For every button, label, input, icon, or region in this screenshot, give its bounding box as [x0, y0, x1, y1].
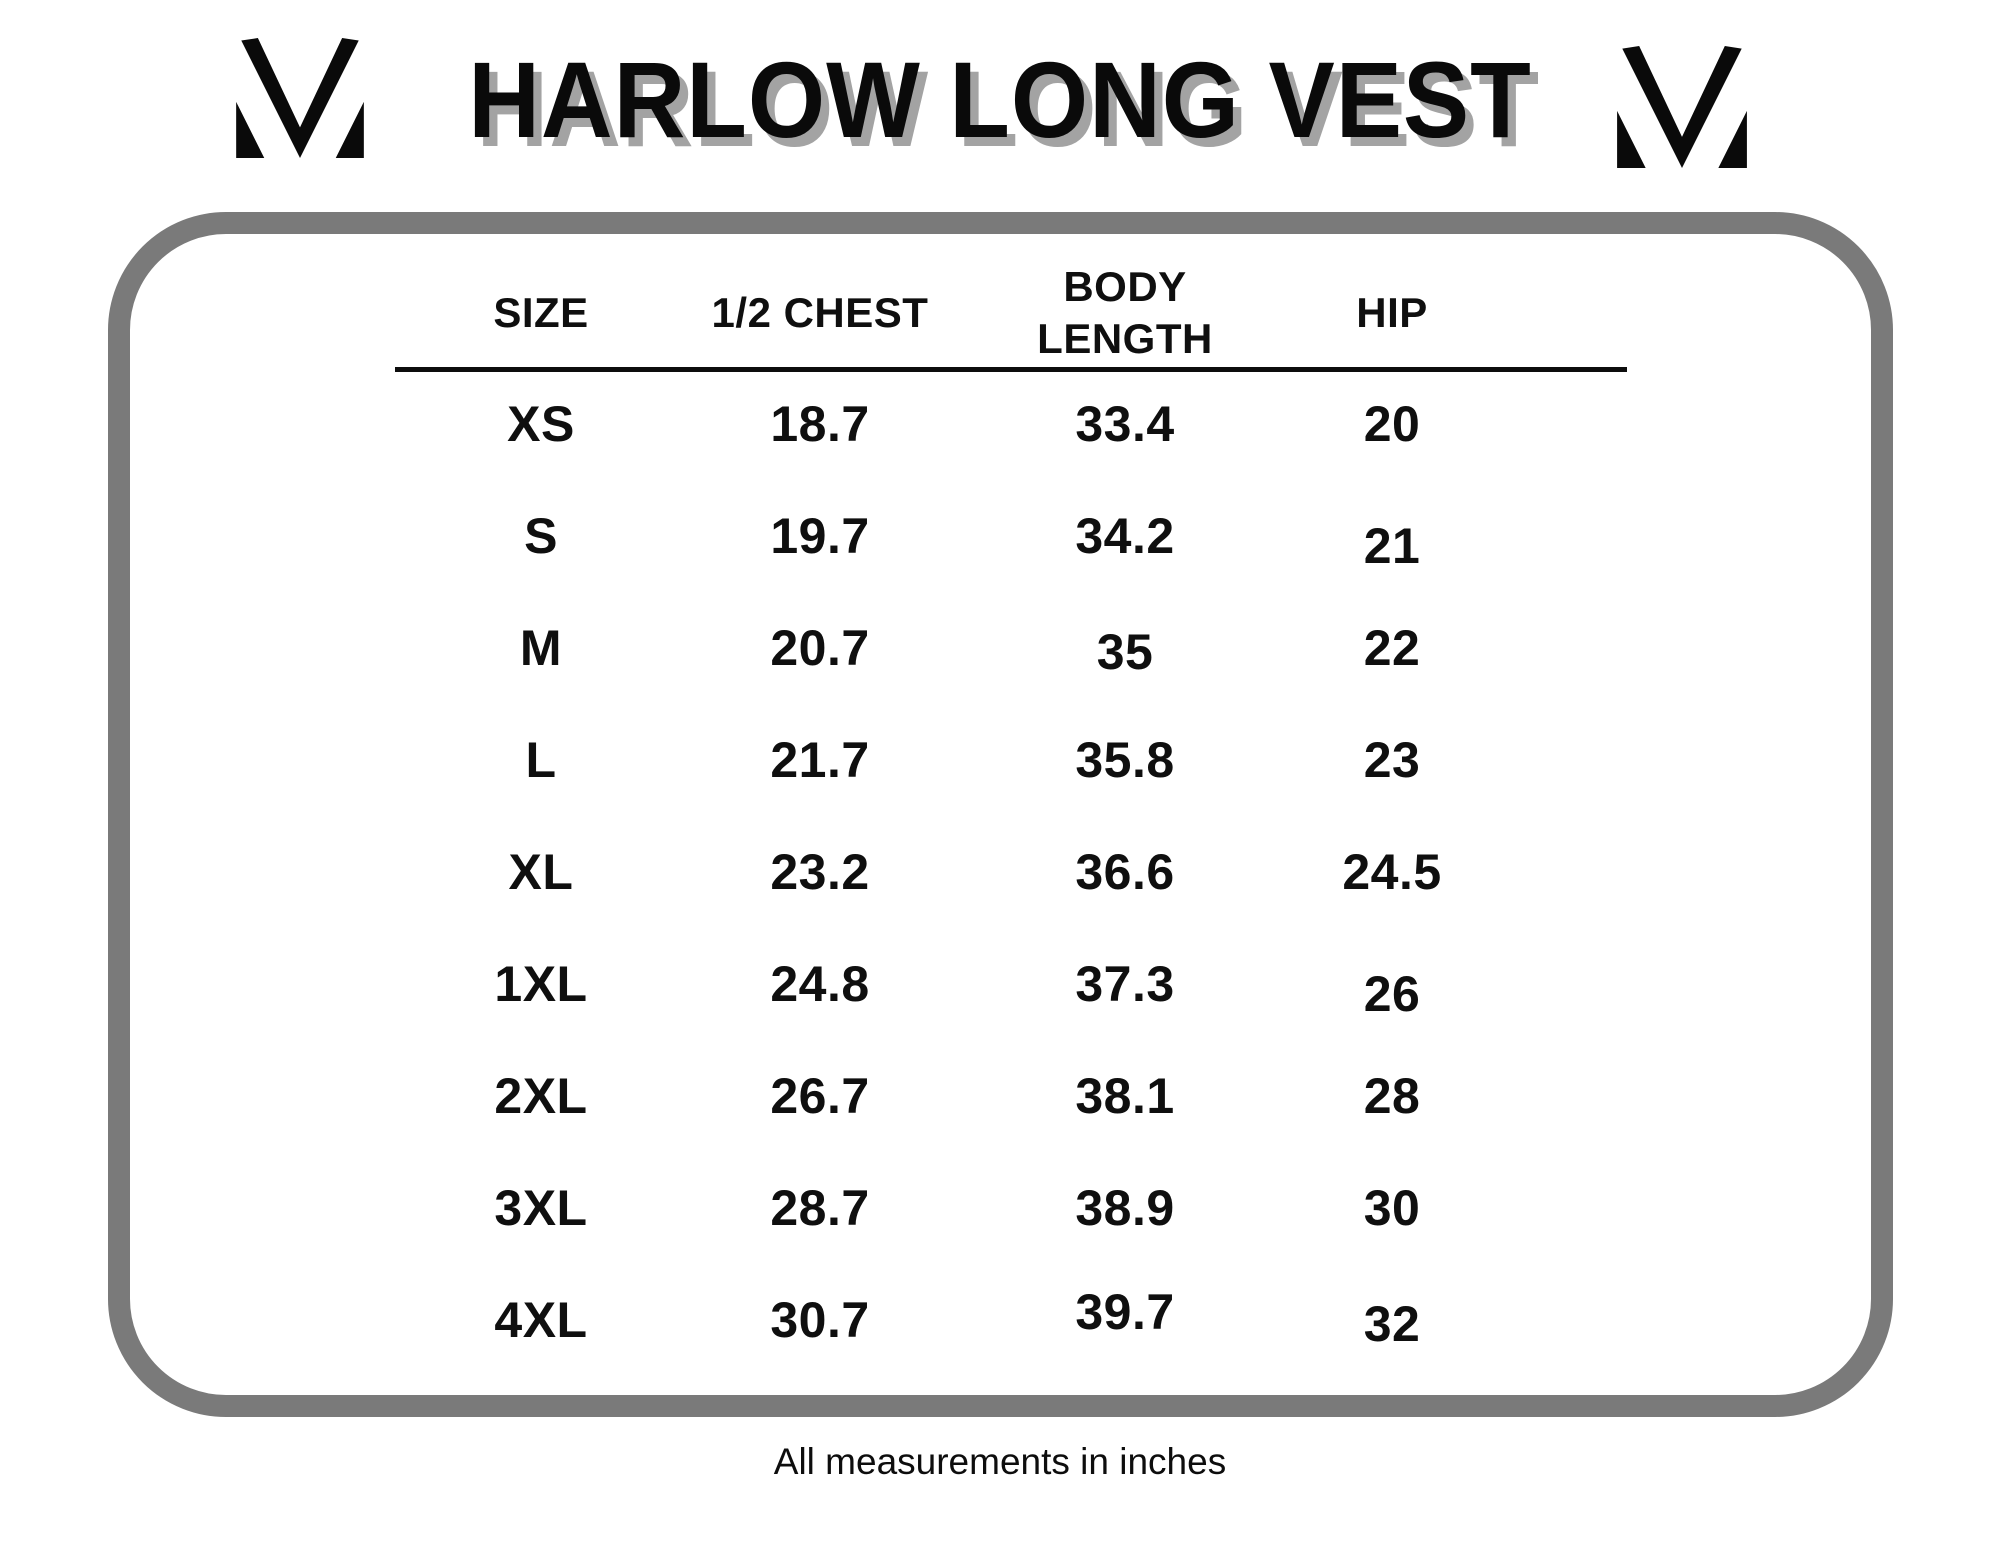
body-length-cell: 34.2 [1075, 508, 1175, 564]
body-length-cell: 38.1 [1075, 1068, 1175, 1124]
hip-cell: 32 [1363, 1296, 1421, 1352]
size-cell: L [525, 732, 557, 788]
body-length-cell: 36.6 [1075, 844, 1175, 900]
table-row: 4XL 30.7 39.7 32 [380, 1264, 1472, 1376]
body-length-cell: 35.8 [1075, 732, 1175, 788]
hip-cell: 24.5 [1342, 844, 1442, 900]
table-row: S 19.7 34.2 21 [380, 480, 1472, 592]
half-chest-cell: 30.7 [770, 1292, 870, 1348]
table-row: 2XL 26.7 38.1 28 [380, 1040, 1472, 1152]
column-header-body-length-label: BODY LENGTH [1037, 262, 1213, 362]
table-row: XL 23.2 36.6 24.5 [380, 816, 1472, 928]
size-cell: 3XL [494, 1180, 588, 1236]
table-row: M 20.7 35 22 [380, 592, 1472, 704]
half-chest-cell: 24.8 [770, 956, 870, 1012]
body-length-cell: 33.4 [1075, 396, 1175, 452]
half-chest-cell: 19.7 [770, 508, 870, 564]
table-body: XS 18.7 33.4 20 S 19.7 34.2 21 M 20.7 35… [380, 368, 1472, 1376]
table-header-row: SIZE 1/2 CHEST BODY LENGTH HIP [380, 253, 1472, 373]
header: HARLOW LONG VEST [0, 36, 2000, 164]
half-chest-cell: 18.7 [770, 396, 870, 452]
brand-monogram-icon [1617, 46, 1747, 168]
size-cell: S [524, 508, 558, 564]
table-row: XS 18.7 33.4 20 [380, 368, 1472, 480]
hip-cell: 22 [1363, 620, 1421, 676]
hip-cell: 23 [1363, 732, 1421, 788]
hip-cell: 26 [1363, 966, 1421, 1022]
size-chart-box [108, 212, 1893, 1417]
table-row: 3XL 28.7 38.9 30 [380, 1152, 1472, 1264]
half-chest-cell: 26.7 [770, 1068, 870, 1124]
hip-cell: 30 [1363, 1180, 1421, 1236]
size-cell: 1XL [494, 956, 588, 1012]
half-chest-cell: 23.2 [770, 844, 870, 900]
measurement-units-note: All measurements in inches [773, 1441, 1227, 1482]
hip-cell: 20 [1363, 396, 1421, 452]
half-chest-cell: 21.7 [770, 732, 870, 788]
half-chest-cell: 20.7 [770, 620, 870, 676]
column-header-hip: HIP [1356, 288, 1428, 336]
header-underline [395, 367, 1627, 372]
hip-cell: 28 [1363, 1068, 1421, 1124]
size-cell: XL [508, 844, 574, 900]
size-cell: 4XL [494, 1292, 588, 1348]
hip-cell: 21 [1363, 518, 1421, 574]
size-cell: M [519, 620, 563, 676]
size-cell: 2XL [494, 1068, 588, 1124]
body-length-cell: 35 [1096, 624, 1154, 680]
table-row: L 21.7 35.8 23 [380, 704, 1472, 816]
column-header-half-chest: 1/2 CHEST [711, 288, 929, 336]
size-cell: XS [507, 396, 575, 452]
column-header-size: SIZE [493, 288, 589, 336]
body-length-cell: 37.3 [1075, 956, 1175, 1012]
body-length-cell: 38.9 [1075, 1180, 1175, 1236]
column-header-body-length: BODY LENGTH [938, 261, 1312, 365]
page-title: HARLOW LONG VEST [468, 39, 1532, 160]
brand-monogram-icon [236, 38, 364, 158]
table-row: 1XL 24.8 37.3 26 [380, 928, 1472, 1040]
body-length-cell: 39.7 [1075, 1284, 1175, 1340]
half-chest-cell: 28.7 [770, 1180, 870, 1236]
